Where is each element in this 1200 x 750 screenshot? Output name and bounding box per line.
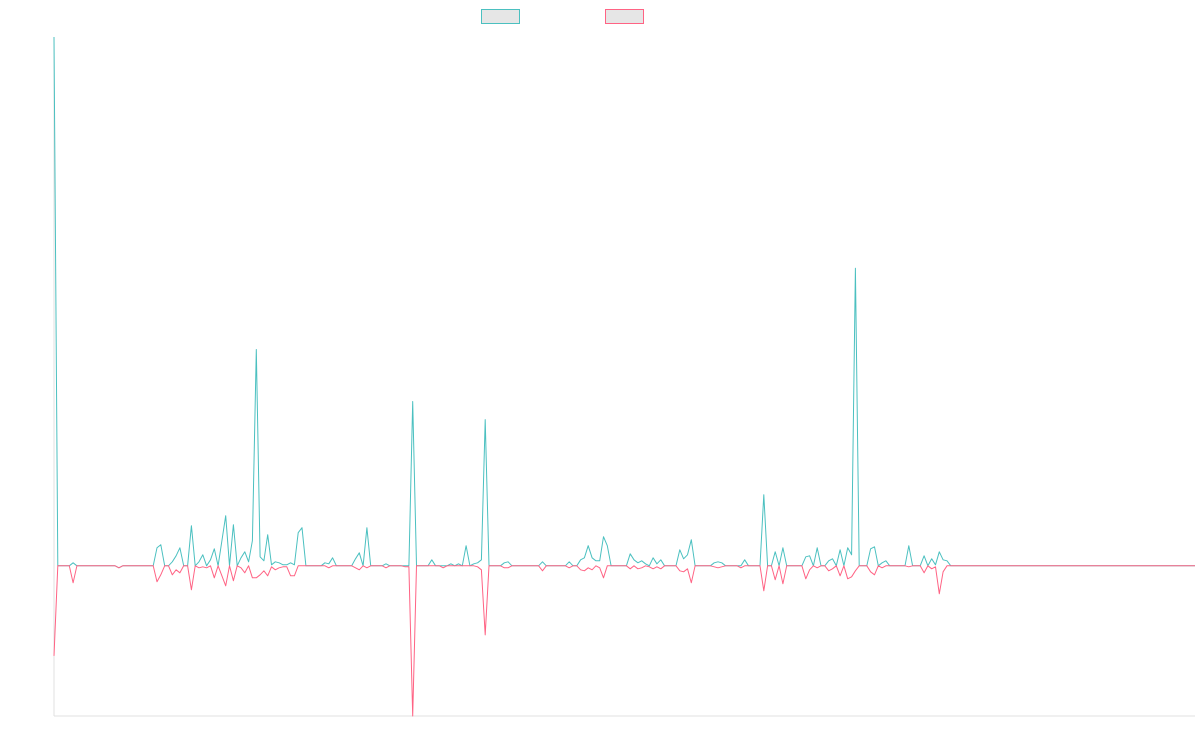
series-line-1 xyxy=(53,36,1195,569)
legend-item-2[interactable] xyxy=(605,9,650,24)
axes xyxy=(53,37,1195,717)
legend-item-1[interactable] xyxy=(481,9,526,24)
legend-swatch xyxy=(481,9,520,24)
legend-swatch xyxy=(605,9,644,24)
series-line-2 xyxy=(53,565,1195,717)
series-lines xyxy=(53,36,1195,717)
